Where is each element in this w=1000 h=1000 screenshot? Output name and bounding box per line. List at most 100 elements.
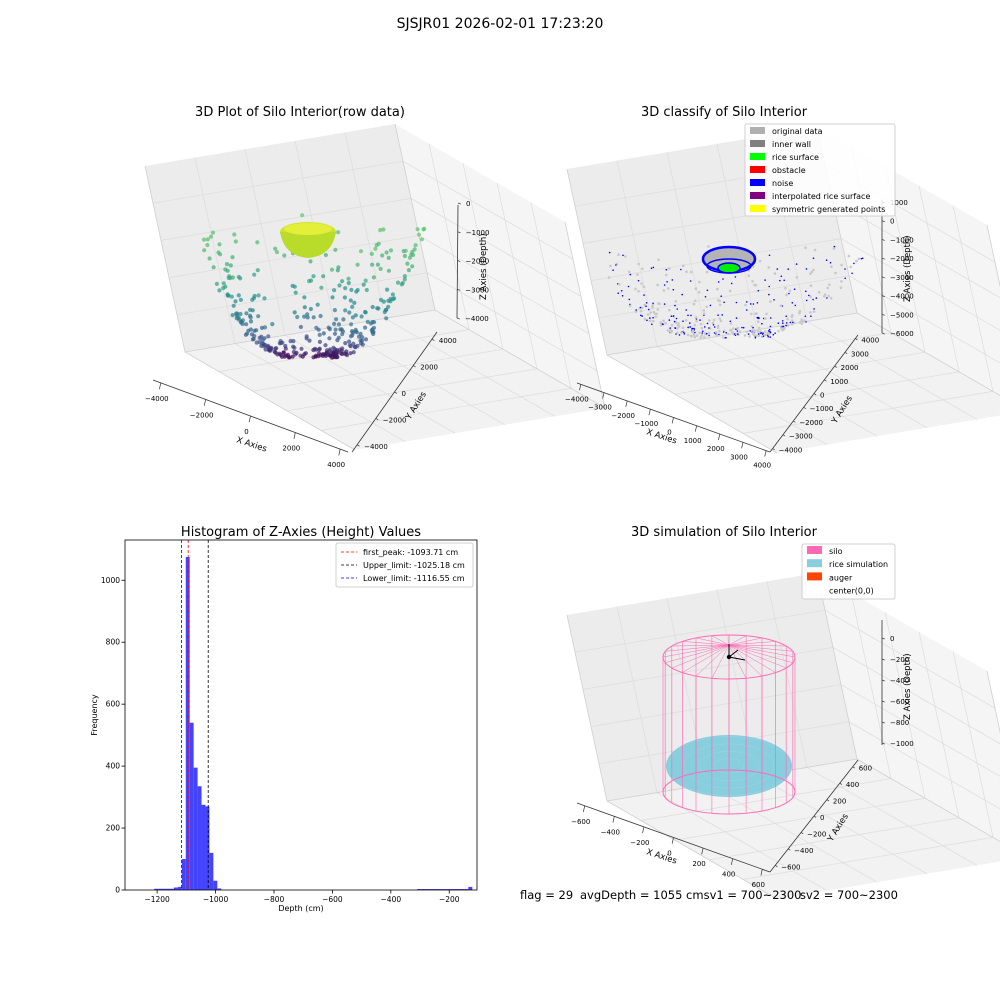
scatter-point xyxy=(353,313,358,318)
z-tick-label: −400 xyxy=(890,677,909,685)
scatter-point xyxy=(722,278,724,280)
x-tick xyxy=(764,450,767,457)
z-tick xyxy=(881,313,885,316)
scatter-point xyxy=(335,268,340,273)
scatter-point xyxy=(403,248,408,253)
scatter-point xyxy=(231,303,236,308)
scatter-point xyxy=(230,275,235,280)
scatter-point xyxy=(652,319,655,323)
scatter-point xyxy=(343,351,348,356)
scatter-point xyxy=(233,239,238,244)
scatter-point xyxy=(783,279,785,282)
scatter-point xyxy=(607,276,611,279)
scatter-point xyxy=(347,310,352,315)
scatter-point xyxy=(657,258,660,262)
scatter-point xyxy=(342,295,347,300)
scatter-point xyxy=(332,321,337,326)
scatter-point xyxy=(340,279,345,284)
scatter-point xyxy=(651,303,655,307)
scatter-point xyxy=(718,303,722,307)
scatter-point xyxy=(334,349,339,354)
scatter-point xyxy=(351,341,356,346)
scatter-point xyxy=(666,287,670,290)
scatter-point xyxy=(736,326,740,330)
scatter-point xyxy=(751,329,754,332)
scatter-point xyxy=(332,288,337,293)
histogram-bar xyxy=(197,786,202,890)
scatter-point xyxy=(689,326,692,328)
scatter-point xyxy=(691,330,694,334)
scatter-point xyxy=(810,315,812,318)
z-tick-label: 1000 xyxy=(890,199,908,207)
scatter-point xyxy=(765,312,768,316)
scatter-point xyxy=(715,334,719,337)
scatter-point xyxy=(847,254,851,258)
x-tick-label: 2000 xyxy=(707,445,725,453)
scatter-point xyxy=(338,351,344,356)
x-tick xyxy=(642,826,645,834)
scatter-point xyxy=(650,267,653,270)
x-tick-label: −200 xyxy=(439,895,460,904)
scatter-point xyxy=(695,319,698,323)
scatter-point xyxy=(666,329,670,332)
scatter-point xyxy=(647,308,650,311)
x-tick xyxy=(582,805,586,813)
scatter-point xyxy=(788,289,792,293)
scatter-point xyxy=(735,328,737,331)
scatter-point xyxy=(323,343,328,348)
histogram-bar xyxy=(177,886,182,890)
scatter-point xyxy=(643,317,647,321)
scatter-point xyxy=(810,270,814,274)
scatter-point xyxy=(768,328,771,331)
scatter-point xyxy=(725,336,727,339)
scatter-point xyxy=(346,280,351,286)
x-axis-label: X Axies xyxy=(235,435,268,454)
scatter-point xyxy=(722,336,725,339)
scatter-point xyxy=(730,282,733,285)
z-tick xyxy=(881,332,885,335)
scatter-point xyxy=(823,293,827,297)
scatter-point xyxy=(666,281,668,283)
scatter-point xyxy=(351,350,356,355)
scatter-point xyxy=(263,343,268,348)
scatter-point xyxy=(343,308,348,313)
scatter-point xyxy=(714,331,718,334)
scatter-point xyxy=(840,263,843,267)
y-tick xyxy=(813,393,817,396)
scatter-point xyxy=(651,305,654,309)
scatter-point xyxy=(825,259,828,262)
legend-label: obstacle xyxy=(772,166,806,175)
x-tick-label: 0 xyxy=(244,428,248,436)
scatter-point xyxy=(795,276,799,279)
scatter-point xyxy=(649,317,651,319)
scatter-point xyxy=(336,322,341,327)
scatter-point xyxy=(319,285,324,290)
scatter-point xyxy=(250,337,255,342)
scatter-point xyxy=(336,230,341,235)
panel-classify: 3D classify of Silo Interior−4000−3000−2… xyxy=(565,105,1000,470)
scatter-point xyxy=(853,262,855,265)
scatter-point xyxy=(332,308,337,313)
silo-top-ring xyxy=(662,634,796,680)
x-tick xyxy=(602,392,605,399)
scatter-point xyxy=(230,255,235,260)
scatter-point xyxy=(221,286,226,291)
y-tick-label: 1000 xyxy=(830,378,848,386)
scatter-point xyxy=(244,311,249,316)
scatter-point xyxy=(286,355,291,360)
scatter-point xyxy=(373,246,378,251)
x-axis-label: X Axies xyxy=(645,427,678,446)
scatter-point xyxy=(744,303,747,307)
scatter-point xyxy=(281,350,286,355)
scatter-point xyxy=(645,302,648,304)
scatter-point xyxy=(830,265,833,269)
scatter-point xyxy=(363,278,368,283)
histogram-bar xyxy=(169,888,174,890)
scatter-point xyxy=(315,302,320,307)
scatter-point xyxy=(735,317,738,319)
legend-label: noise xyxy=(772,179,793,188)
scatter-point xyxy=(415,227,420,232)
scatter-point xyxy=(659,321,662,324)
scatter-point xyxy=(627,270,631,274)
y-tick-label: 400 xyxy=(846,781,859,789)
